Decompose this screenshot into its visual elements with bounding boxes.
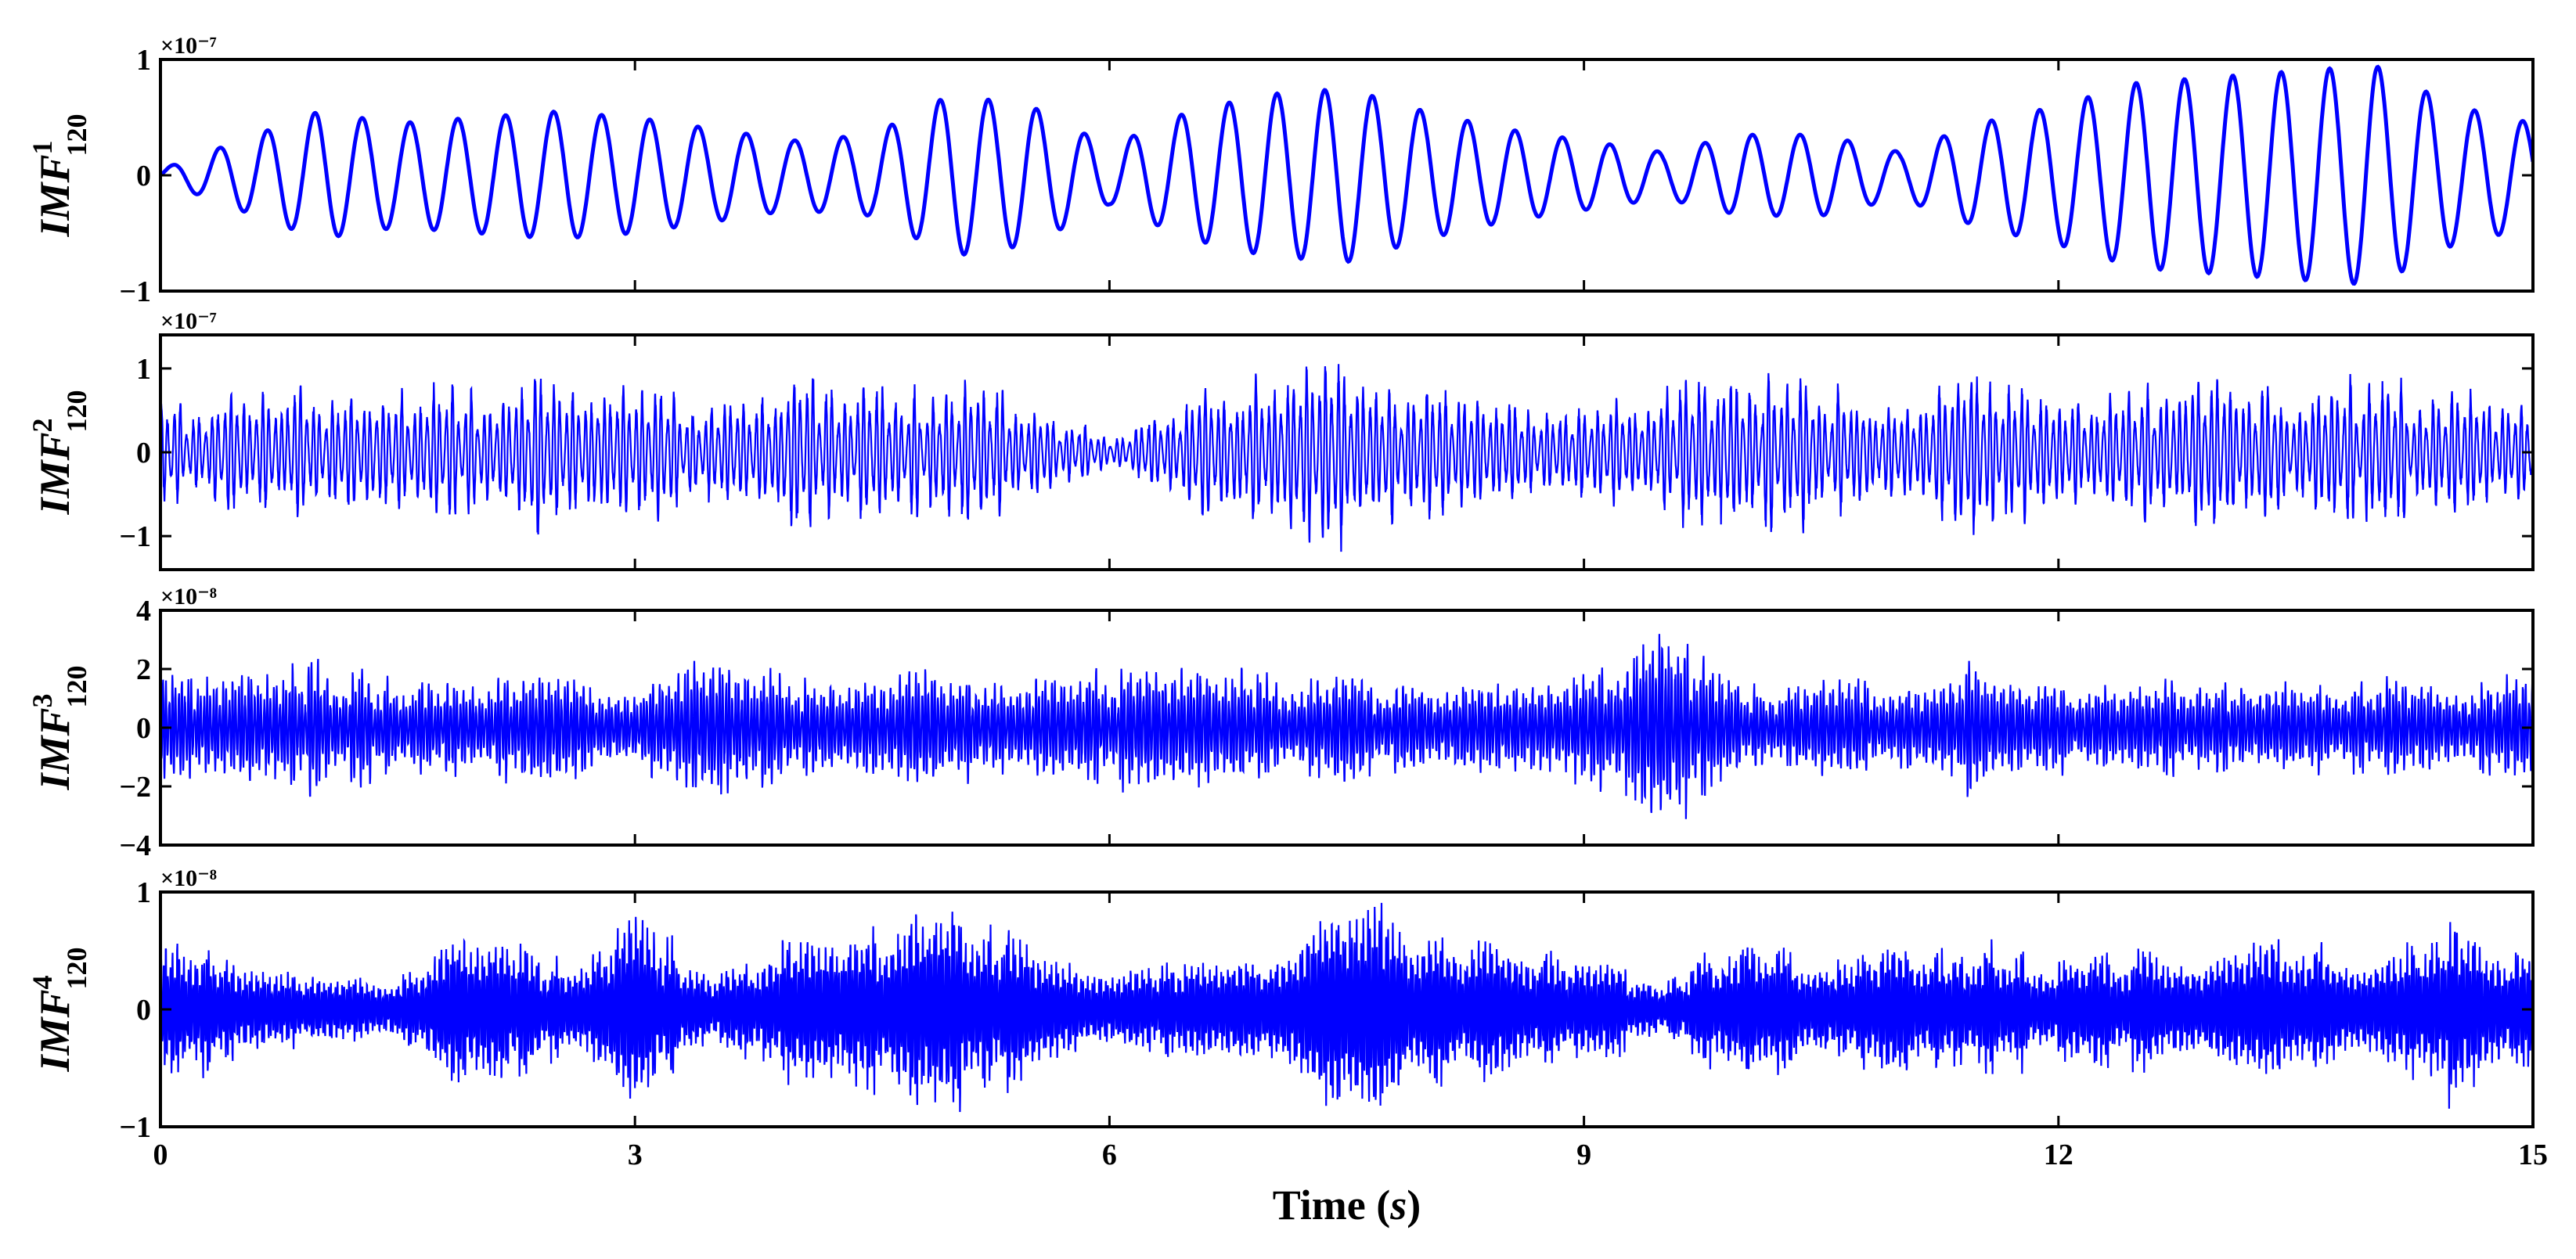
y-tick-label: 4	[136, 595, 151, 628]
series-line-3	[160, 634, 2533, 819]
y-axis-label: IMF4 120	[27, 947, 92, 1072]
y-axis-label: IMF1 120	[27, 113, 92, 237]
series-line-1	[160, 64, 2533, 286]
subplots: 1 0 −1 ×10⁻⁷ IMF1 120 1 0 −1 ×10⁻⁷ IMF2 120 4 2 0 −2 −4 ×…	[27, 33, 2535, 1144]
y-exponent-label: ×10⁻⁸	[160, 865, 217, 891]
series-line-2	[160, 364, 2533, 552]
y-axis-label: IMF2 120	[27, 390, 92, 515]
x-axis: 0 3 6 9 12 15	[153, 1138, 2549, 1171]
series-line-4	[160, 902, 2533, 1113]
y-tick-label: −1	[119, 275, 151, 308]
subplot-4: 1 0 −1 ×10⁻⁸ IMF4 120	[27, 865, 2535, 1144]
y-exponent-label: ×10⁻⁷	[160, 308, 217, 334]
y-tick-label: 0	[136, 994, 151, 1027]
y-exponent-label: ×10⁻⁸	[160, 584, 217, 610]
y-tick-label: 0	[136, 437, 151, 469]
y-tick-label: 1	[136, 44, 151, 77]
y-tick-label: −4	[119, 829, 151, 862]
x-tick-label: 6	[1102, 1138, 1117, 1171]
subplot-1: 1 0 −1 ×10⁻⁷ IMF1 120	[27, 33, 2535, 308]
y-tick-label: 1	[136, 353, 151, 386]
y-tick-label: 0	[136, 160, 151, 192]
x-axis-label: Time (s)	[1273, 1182, 1421, 1228]
y-exponent-label: ×10⁻⁷	[160, 33, 217, 59]
y-tick-label: −1	[119, 1111, 151, 1144]
subplot-3: 4 2 0 −2 −4 ×10⁻⁸ IMF3 120	[27, 584, 2535, 862]
x-tick-label: 3	[628, 1138, 643, 1171]
x-tick-label: 12	[2044, 1138, 2073, 1171]
y-tick-label: −2	[119, 771, 151, 804]
y-axis-label: IMF3 120	[27, 665, 92, 790]
y-tick-label: −1	[119, 520, 151, 553]
x-tick-label: 15	[2518, 1138, 2548, 1171]
x-tick-label: 0	[153, 1138, 168, 1171]
y-tick-label: 0	[136, 712, 151, 745]
y-tick-label: 1	[136, 876, 151, 909]
y-tick-label: 2	[136, 653, 151, 686]
x-tick-label: 9	[1576, 1138, 1591, 1171]
subplot-2: 1 0 −1 ×10⁻⁷ IMF2 120	[27, 308, 2535, 571]
